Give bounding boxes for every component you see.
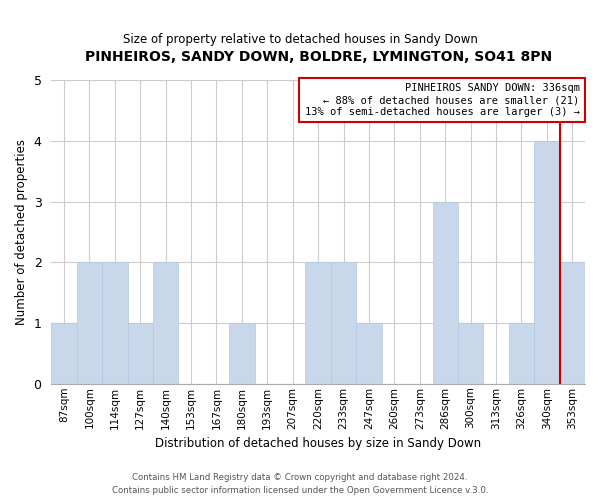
- Bar: [331, 262, 356, 384]
- Bar: [433, 202, 458, 384]
- Bar: [509, 323, 534, 384]
- Bar: [458, 323, 484, 384]
- Bar: [128, 323, 153, 384]
- Bar: [102, 262, 128, 384]
- Bar: [534, 141, 560, 384]
- Bar: [560, 262, 585, 384]
- Bar: [229, 323, 254, 384]
- Y-axis label: Number of detached properties: Number of detached properties: [15, 139, 28, 325]
- X-axis label: Distribution of detached houses by size in Sandy Down: Distribution of detached houses by size …: [155, 437, 481, 450]
- Text: Contains HM Land Registry data © Crown copyright and database right 2024.
Contai: Contains HM Land Registry data © Crown c…: [112, 474, 488, 495]
- Text: Size of property relative to detached houses in Sandy Down: Size of property relative to detached ho…: [122, 32, 478, 46]
- Bar: [356, 323, 382, 384]
- Text: PINHEIROS SANDY DOWN: 336sqm
← 88% of detached houses are smaller (21)
13% of se: PINHEIROS SANDY DOWN: 336sqm ← 88% of de…: [305, 84, 580, 116]
- Bar: [51, 323, 77, 384]
- Bar: [305, 262, 331, 384]
- Title: PINHEIROS, SANDY DOWN, BOLDRE, LYMINGTON, SO41 8PN: PINHEIROS, SANDY DOWN, BOLDRE, LYMINGTON…: [85, 50, 552, 64]
- Bar: [77, 262, 102, 384]
- Bar: [153, 262, 178, 384]
